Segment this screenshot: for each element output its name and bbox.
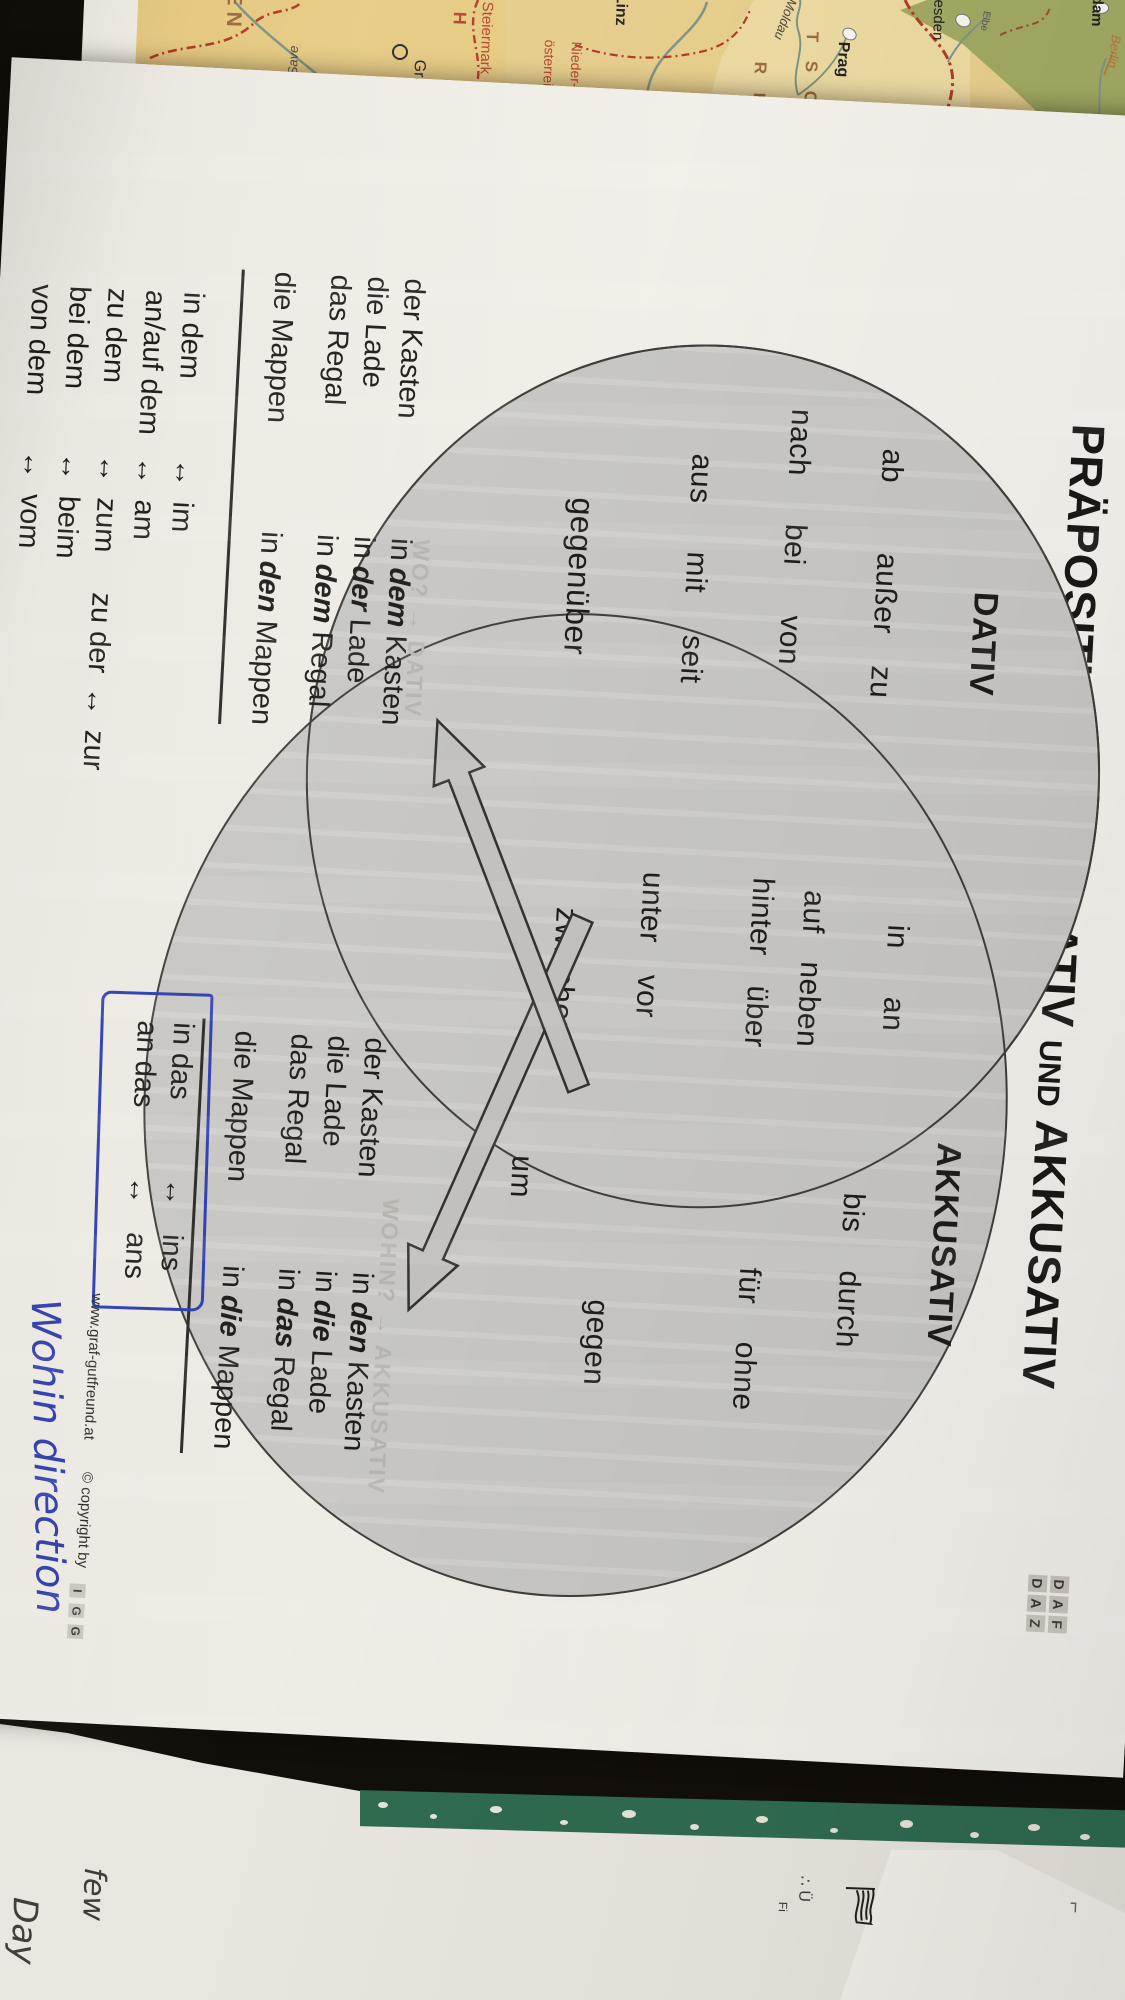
under-sheet-text-fi: Fi xyxy=(775,1901,790,1912)
wohin-noun: das Regal xyxy=(278,1032,317,1165)
border-at-cz xyxy=(574,9,752,59)
under-sheet-text-u: ∴ Ü xyxy=(795,1875,814,1903)
wohin-noun: die Lade xyxy=(316,1034,354,1148)
akkusativ-direction-arrow-icon xyxy=(407,912,595,1313)
map-label-h: H xyxy=(449,11,470,25)
map-label-dresden: Dresden xyxy=(929,0,948,41)
map-label-steiermark: Steiermark xyxy=(476,1,496,75)
dativ-direction-arrow-icon xyxy=(432,717,591,1094)
handwritten-wohin-note: Wohin direction xyxy=(21,1298,74,1615)
border-south xyxy=(149,1,303,60)
flag-icon xyxy=(845,1886,875,1926)
handwritten-note-few: few xyxy=(75,1866,112,1922)
map-label-prag: Prag xyxy=(833,41,852,78)
river-tributary-line xyxy=(797,35,848,96)
wo-noun: das Regal xyxy=(317,273,357,406)
handdrawn-blue-box xyxy=(91,990,214,1312)
map-label-region-en: EN xyxy=(221,0,246,34)
venn-arrows xyxy=(407,717,595,1313)
river-moldau-line xyxy=(794,0,802,96)
potsdam-city-dot xyxy=(1094,2,1109,14)
border-brandenburg xyxy=(999,7,1051,36)
berlin-arrow-icon xyxy=(1103,51,1114,76)
map-label-nieder: Nieder- xyxy=(567,41,585,88)
river-elbe-line xyxy=(947,13,991,63)
graz-city-dot xyxy=(392,44,408,60)
worksheet-page: PRÄPOSITIONEN MIT DATIV UND AKKUSATIV D … xyxy=(0,57,1125,1778)
handwritten-note-day: Day xyxy=(2,1896,45,1966)
org-letter: G xyxy=(66,1623,84,1639)
under-sheet-corner-mark: ⌐ xyxy=(1063,1901,1086,1914)
map-label-linz: Linz xyxy=(611,0,630,26)
map-label-potsdam: dam xyxy=(1087,0,1106,27)
wo-noun: die Lade xyxy=(355,275,394,389)
